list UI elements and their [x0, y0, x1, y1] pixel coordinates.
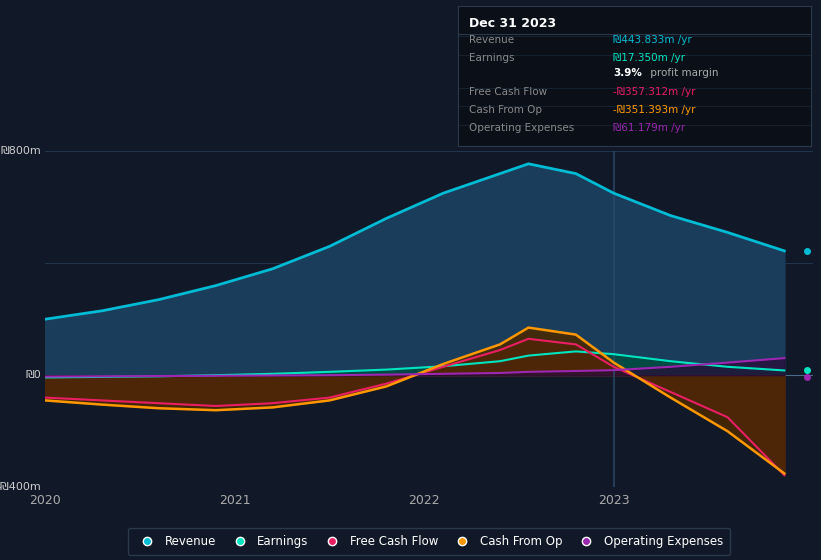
- Text: -₪357.312m /yr: -₪357.312m /yr: [613, 87, 696, 97]
- Text: -₪351.393m /yr: -₪351.393m /yr: [613, 105, 696, 115]
- Text: Dec 31 2023: Dec 31 2023: [469, 17, 556, 30]
- Text: 3.9%: 3.9%: [613, 68, 642, 78]
- Text: Earnings: Earnings: [469, 53, 514, 63]
- Text: ₪443.833m /yr: ₪443.833m /yr: [613, 35, 692, 45]
- Text: Free Cash Flow: Free Cash Flow: [469, 87, 547, 97]
- Text: ₪17.350m /yr: ₪17.350m /yr: [613, 53, 686, 63]
- Text: ₪61.179m /yr: ₪61.179m /yr: [613, 123, 686, 133]
- Text: Revenue: Revenue: [469, 35, 514, 45]
- Text: profit margin: profit margin: [647, 68, 718, 78]
- Text: -₪400m: -₪400m: [0, 482, 41, 492]
- Legend: Revenue, Earnings, Free Cash Flow, Cash From Op, Operating Expenses: Revenue, Earnings, Free Cash Flow, Cash …: [128, 528, 730, 555]
- Text: ₪800m: ₪800m: [1, 146, 41, 156]
- Text: Operating Expenses: Operating Expenses: [469, 123, 574, 133]
- Text: ₪0: ₪0: [25, 370, 41, 380]
- Text: Cash From Op: Cash From Op: [469, 105, 542, 115]
